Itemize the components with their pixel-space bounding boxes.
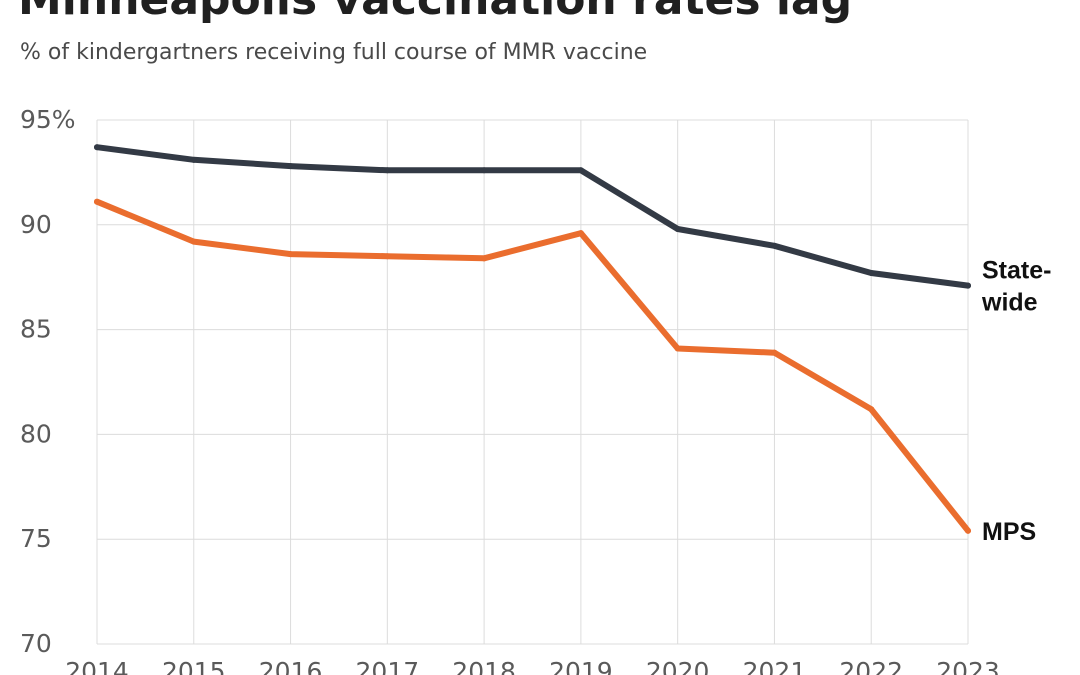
series-line-statewide xyxy=(94,144,971,289)
data-point-mps xyxy=(190,238,197,245)
y-tick-label: 70 xyxy=(20,629,52,658)
data-point-statewide xyxy=(287,163,294,170)
data-point-statewide xyxy=(481,167,488,174)
grid-layer xyxy=(96,119,969,645)
x-tick-label: 2018 xyxy=(452,657,516,675)
series-label-mps: MPS xyxy=(982,518,1036,546)
series-label-layer: State-wide MPS xyxy=(981,257,1051,546)
x-tick-label: 2017 xyxy=(356,657,420,675)
chart-subtitle: % of kindergartners receiving full cours… xyxy=(20,40,648,65)
data-point-statewide xyxy=(771,242,778,249)
data-point-statewide xyxy=(384,167,391,174)
data-point-mps xyxy=(94,198,100,205)
data-point-mps xyxy=(481,255,488,262)
y-tick-label: 75 xyxy=(20,524,52,553)
x-tick-label: 2021 xyxy=(743,657,807,675)
y-tick-label: 95% xyxy=(20,105,76,134)
data-point-mps xyxy=(384,253,391,260)
data-point-statewide xyxy=(94,144,100,151)
data-point-mps xyxy=(577,230,584,237)
series-label-statewide: wide xyxy=(981,289,1038,317)
y-tick-label: 85 xyxy=(20,315,52,344)
x-tick-label: 2015 xyxy=(162,657,226,675)
data-point-statewide xyxy=(674,225,681,232)
data-point-mps xyxy=(674,345,681,352)
data-point-statewide xyxy=(965,282,971,289)
data-point-statewide xyxy=(577,167,584,174)
data-point-mps xyxy=(965,527,971,534)
data-point-mps xyxy=(287,251,294,258)
data-point-mps xyxy=(868,406,875,413)
x-tick-label: 2019 xyxy=(549,657,613,675)
x-tick-label: 2014 xyxy=(65,657,129,675)
y-tick-label: 90 xyxy=(20,210,52,239)
x-tick-label: 2020 xyxy=(646,657,710,675)
axis-layer: 95% 90 85 80 75 70 2014 2015 2016 2017 2018 2019 202… xyxy=(20,105,1000,675)
data-point-mps xyxy=(771,349,778,356)
series-layer xyxy=(94,144,971,534)
series-label-statewide: State- xyxy=(982,257,1051,285)
data-point-statewide xyxy=(190,156,197,163)
x-tick-label: 2016 xyxy=(259,657,323,675)
x-tick-label: 2023 xyxy=(936,657,1000,675)
series-line-mps xyxy=(94,198,971,534)
y-tick-label: 80 xyxy=(20,419,52,448)
chart-title: Minneapolis vaccination rates lag xyxy=(18,0,852,25)
data-point-statewide xyxy=(868,270,875,277)
x-tick-label: 2022 xyxy=(839,657,903,675)
